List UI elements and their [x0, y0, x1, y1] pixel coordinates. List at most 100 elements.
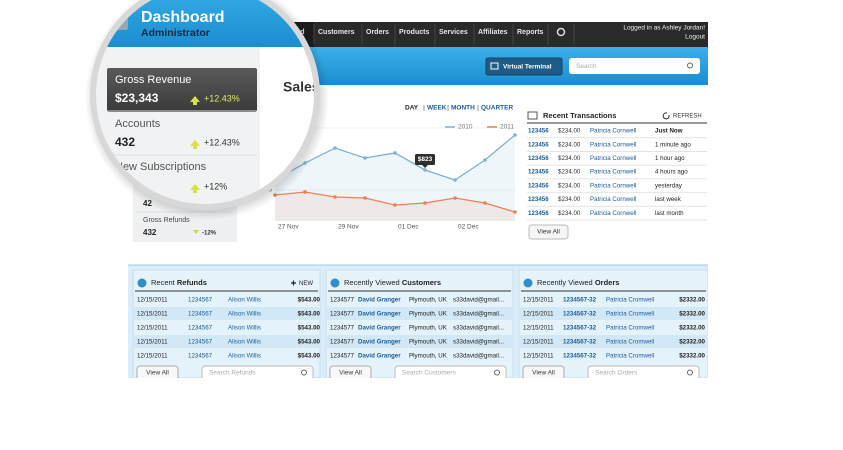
cell[interactable]: 1234567-32 [563, 297, 597, 304]
cell[interactable]: Alison Willis [228, 353, 261, 360]
period-link[interactable]: QUARTER [481, 105, 513, 112]
cell: Plymouth, UK [409, 297, 448, 304]
settings-icon[interactable] [556, 27, 566, 37]
cell[interactable]: 1234567 [188, 353, 213, 360]
cell[interactable]: Patricia Cromwell [606, 311, 654, 318]
cell: $2332.00 [679, 311, 705, 318]
cell: Plymouth, UK [409, 353, 448, 360]
button-label: View All [339, 370, 362, 377]
stat-label: Gross Refunds [143, 217, 190, 224]
cell: $543.00 [298, 297, 321, 304]
nav-item[interactable]: Orders [366, 29, 389, 36]
cell[interactable]: Patricia Cornwell [590, 196, 636, 203]
cell: 1234577 [330, 339, 355, 346]
view-all-button[interactable] [522, 365, 565, 380]
cell[interactable]: Patricia Cornwell [590, 128, 636, 135]
period-link[interactable]: MONTH [451, 105, 475, 112]
nav-item[interactable]: Reports [517, 29, 544, 36]
cell: Plymouth, UK [409, 339, 448, 346]
cell[interactable]: Alison Willis [228, 339, 261, 346]
view-all-button[interactable] [329, 365, 372, 380]
search-box[interactable] [201, 365, 314, 380]
search-box[interactable] [587, 365, 700, 380]
cell: 1234577 [330, 297, 355, 304]
cell[interactable]: 123456 [528, 169, 549, 176]
cell[interactable]: 123456 [528, 210, 549, 217]
cell: $234.00 [558, 169, 581, 176]
cell[interactable]: 1234567-32 [563, 353, 597, 360]
cell[interactable]: 1234567 [188, 325, 213, 332]
cell: Plymouth, UK [409, 311, 448, 318]
cell: $234.00 [558, 128, 581, 135]
nav-item[interactable]: Services [439, 29, 468, 36]
cell[interactable]: 123456 [528, 128, 549, 135]
table-row [520, 335, 707, 348]
cell[interactable]: 1234567-32 [563, 325, 597, 332]
cell[interactable]: Patricia Cromwell [606, 339, 654, 346]
cell[interactable]: David Granger [358, 339, 401, 346]
active-stat[interactable] [107, 68, 257, 112]
cell[interactable]: David Granger [358, 297, 401, 304]
point [453, 196, 457, 200]
new-link[interactable]: NEW [299, 281, 313, 287]
cell[interactable]: Patricia Cornwell [590, 155, 636, 162]
cell[interactable]: 1234567 [188, 311, 213, 318]
cell[interactable]: 123456 [528, 141, 549, 148]
stat-label: Gross Revenue [115, 74, 191, 86]
nav-item[interactable]: Products [399, 29, 429, 36]
cell[interactable]: 1234567-32 [563, 339, 597, 346]
cell[interactable]: 123456 [528, 182, 549, 189]
cell[interactable]: Alison Willis [228, 311, 261, 318]
cell[interactable]: David Granger [358, 353, 401, 360]
cell[interactable]: 123456 [528, 196, 549, 203]
period-link[interactable]: WEEK [427, 105, 447, 112]
cell: 12/15/2011 [523, 297, 554, 304]
cell: 12/15/2011 [137, 311, 168, 318]
cell[interactable]: Patricia Cromwell [606, 325, 654, 332]
cell: yesterday [655, 182, 683, 189]
refresh-link[interactable]: REFRESH [673, 114, 702, 120]
cell[interactable]: Patricia Cornwell [590, 141, 636, 148]
legend-label: 2011 [500, 124, 514, 131]
cell[interactable]: Alison Willis [228, 297, 261, 304]
panel-icon [523, 278, 533, 288]
point [423, 168, 427, 172]
title-text: Orders [595, 278, 620, 287]
cell[interactable]: 1234567 [188, 297, 213, 304]
view-all-button[interactable] [528, 224, 569, 240]
cell[interactable]: Patricia Cornwell [590, 182, 636, 189]
cell[interactable]: Patricia Cromwell [606, 297, 654, 304]
x-tick-label: 02 Dec [458, 224, 479, 231]
cell: 1234577 [330, 353, 355, 360]
cell[interactable]: 1234567 [188, 339, 213, 346]
search-box[interactable] [569, 58, 700, 74]
search-placeholder: Search Refunds [209, 370, 256, 377]
stat-change: +12.43% [204, 93, 240, 103]
search-placeholder: Search [576, 63, 597, 70]
cell[interactable]: Patricia Cornwell [590, 210, 636, 217]
table-row [520, 321, 707, 334]
cell[interactable]: Alison Willis [228, 325, 261, 332]
search-box[interactable] [394, 365, 507, 380]
cell[interactable]: David Granger [358, 325, 401, 332]
cell: 12/15/2011 [137, 297, 168, 304]
view-all-button[interactable] [136, 365, 179, 380]
point [333, 146, 337, 150]
cell[interactable]: Patricia Cromwell [606, 353, 654, 360]
virtual-terminal-button[interactable] [485, 57, 563, 76]
nav-item[interactable]: Customers [318, 29, 355, 36]
cell[interactable]: David Granger [358, 311, 401, 318]
panel-icon [330, 278, 340, 288]
nav-item[interactable]: Affiliates [478, 29, 508, 36]
cell[interactable]: 123456 [528, 155, 549, 162]
title-text: Recently Viewed [344, 278, 400, 287]
cell: 12/15/2011 [523, 353, 554, 360]
logout-link[interactable]: Logout [685, 34, 705, 41]
cell[interactable]: Patricia Cornwell [590, 169, 636, 176]
cell[interactable]: 1234567-32 [563, 311, 597, 318]
cell: Just Now [655, 128, 683, 135]
table-row [327, 349, 512, 362]
period-link[interactable]: DAY [405, 105, 419, 112]
